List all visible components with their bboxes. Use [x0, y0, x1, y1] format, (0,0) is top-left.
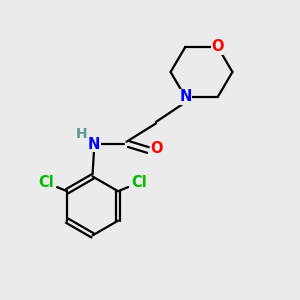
Text: O: O: [151, 141, 163, 156]
Text: H: H: [76, 127, 88, 141]
Text: N: N: [179, 89, 191, 104]
Text: N: N: [88, 136, 100, 152]
Text: O: O: [212, 39, 224, 54]
Text: Cl: Cl: [38, 176, 54, 190]
Text: Cl: Cl: [131, 176, 147, 190]
